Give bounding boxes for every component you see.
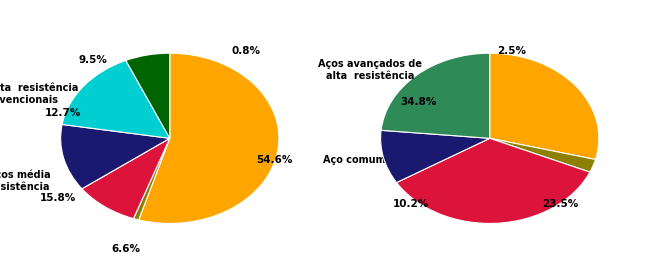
Wedge shape	[490, 53, 599, 160]
Wedge shape	[133, 138, 170, 220]
Wedge shape	[396, 138, 590, 223]
Text: 23.5%: 23.5%	[543, 199, 579, 209]
Wedge shape	[490, 138, 596, 172]
Text: 10.2%: 10.2%	[392, 199, 429, 209]
Text: 15.8%: 15.8%	[40, 193, 76, 203]
Text: 12.7%: 12.7%	[45, 108, 82, 118]
Wedge shape	[126, 53, 170, 138]
Text: 54.6%: 54.6%	[256, 155, 293, 165]
Text: 6.6%: 6.6%	[112, 244, 140, 254]
Wedge shape	[381, 53, 490, 138]
Wedge shape	[82, 138, 170, 219]
Wedge shape	[138, 53, 279, 223]
Text: Aço comum: Aço comum	[323, 155, 385, 165]
Text: 34.8%: 34.8%	[401, 97, 437, 107]
Wedge shape	[61, 124, 170, 189]
Text: Aços alta  resistência
convencionais: Aços alta resistência convencionais	[0, 82, 78, 105]
Text: Aços média
resistência: Aços média resistência	[0, 170, 51, 192]
Text: 2.5%: 2.5%	[497, 46, 526, 56]
Wedge shape	[381, 130, 490, 182]
Text: Aços avançados de
alta  resistência: Aços avançados de alta resistência	[318, 59, 422, 81]
Wedge shape	[62, 60, 170, 138]
Text: 9.5%: 9.5%	[79, 55, 108, 65]
Text: 0.8%: 0.8%	[232, 46, 261, 56]
